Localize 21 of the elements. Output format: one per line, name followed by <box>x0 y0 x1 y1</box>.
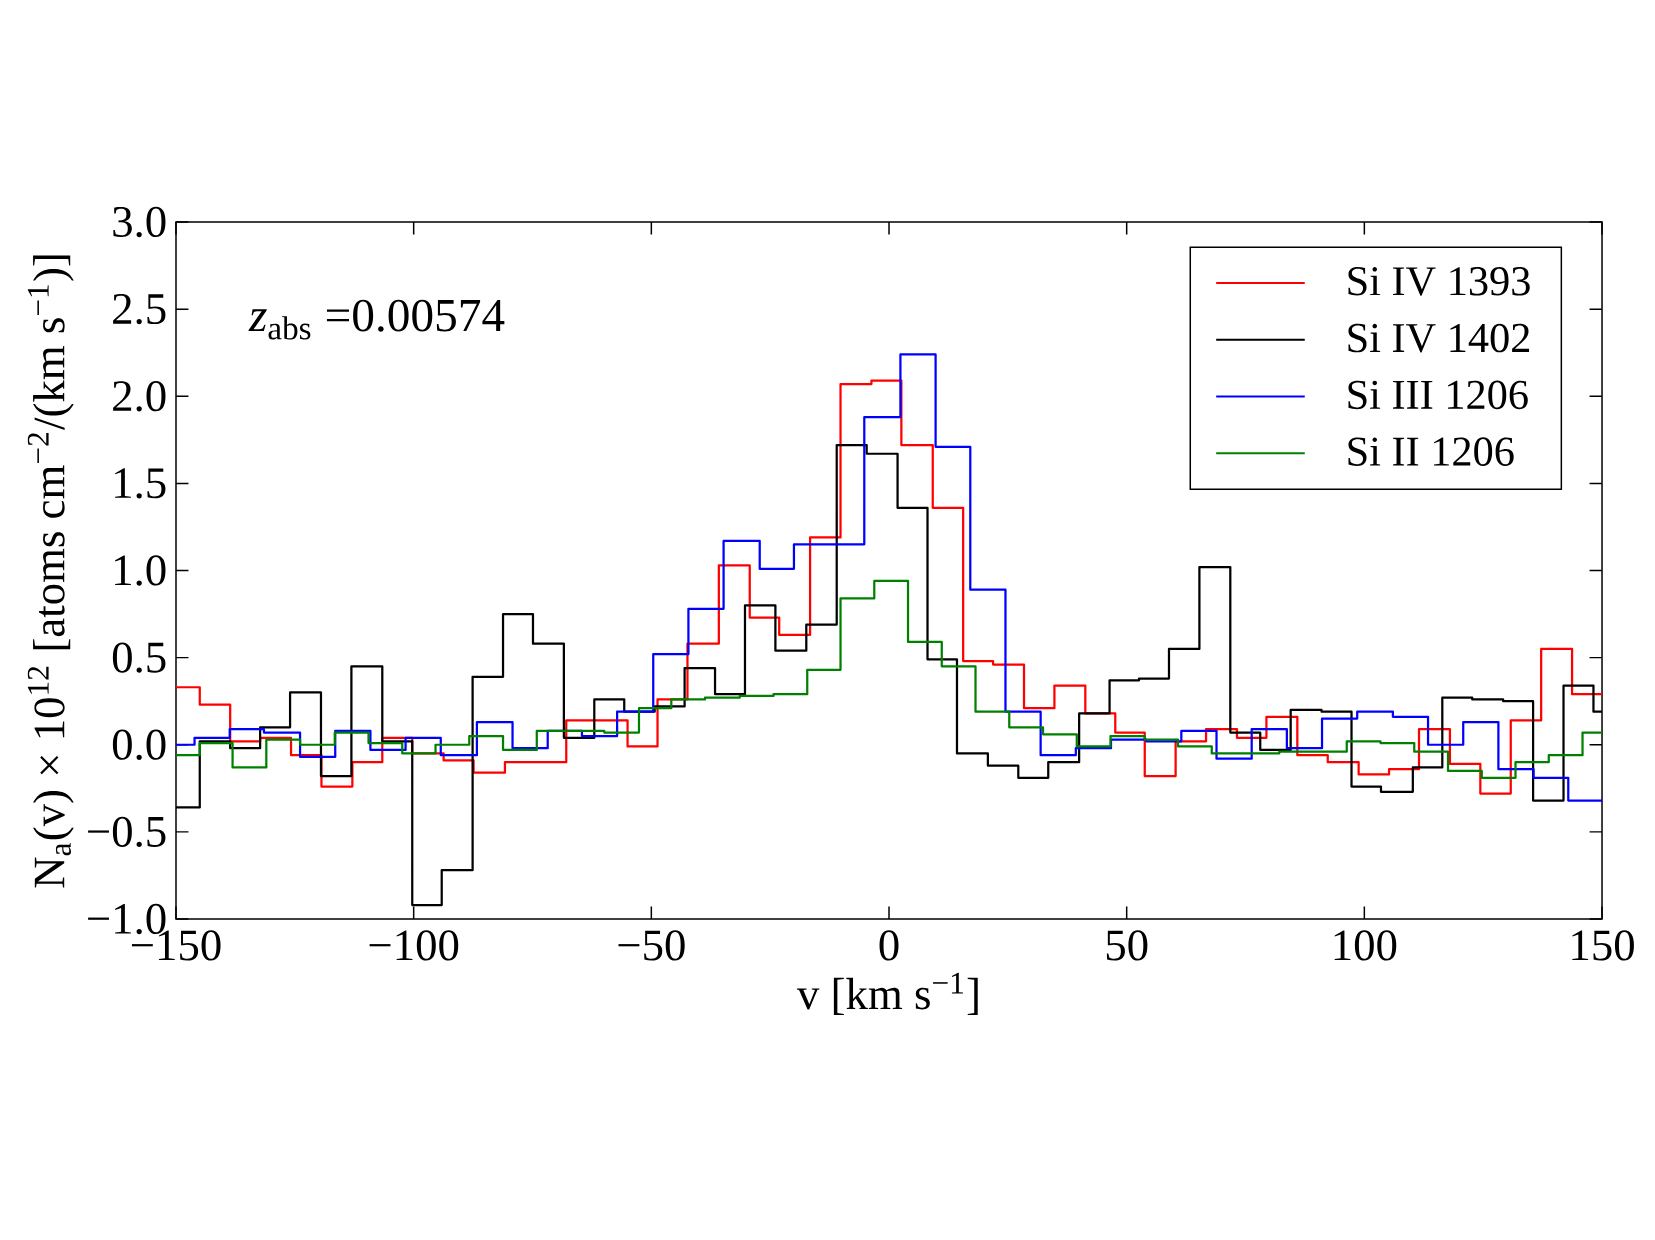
x-axis-title: v [km s$^{−1}$] <box>796 972 978 1016</box>
x-tick-label: −100 <box>369 930 459 961</box>
annotation: z$_{abs}$ =0.00574 <box>248 299 505 340</box>
y-tick-label: 2.0 <box>113 381 166 412</box>
y-tick-label: 0.0 <box>112 729 166 760</box>
text: N$_{a}$(v) × 10$^{12}$ [atoms cm$^{−2}$/(km s$^{−1}$)] <box>27 255 74 888</box>
legend-label: Si IV 1393 <box>1348 267 1530 296</box>
legend-label: Si II 1206 <box>1348 437 1514 466</box>
x-tick-label: 150 <box>1572 930 1634 961</box>
x-tick-label: 0 <box>879 930 899 961</box>
y-tick-label: 3.0 <box>113 206 166 238</box>
y-tick-label: 0.5 <box>112 642 166 673</box>
y-tick-label: −0.5 <box>88 816 166 848</box>
x-tick-label: 50 <box>1106 930 1148 961</box>
legend-label: Si IV 1402 <box>1348 323 1530 353</box>
legend-label: Si III 1206 <box>1348 380 1528 410</box>
y-tick-label: 1.5 <box>115 468 166 499</box>
x-tick-label: 100 <box>1334 930 1397 961</box>
x-tick-label: −50 <box>618 930 685 961</box>
y-tick-label: 2.5 <box>113 293 166 325</box>
y-tick-label: 1.0 <box>115 555 166 586</box>
